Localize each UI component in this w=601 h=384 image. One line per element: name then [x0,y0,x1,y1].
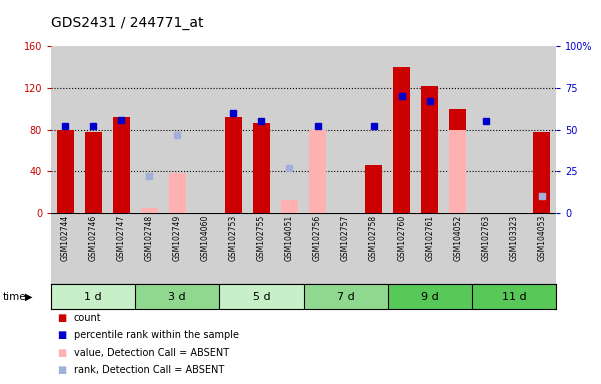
Text: 9 d: 9 d [421,291,439,302]
Bar [219,213,248,284]
Text: 1 d: 1 d [84,291,102,302]
Text: 3 d: 3 d [168,291,186,302]
Text: GSM102760: GSM102760 [397,215,406,261]
Bar [51,284,135,309]
Text: GSM102758: GSM102758 [369,215,378,261]
Bar [304,284,388,309]
Bar [163,46,191,213]
Bar [135,213,163,284]
Text: GSM102744: GSM102744 [61,215,70,261]
Bar [304,213,332,284]
Bar [332,213,359,284]
Text: GSM104051: GSM104051 [285,215,294,261]
Bar [500,46,528,213]
Text: GSM102755: GSM102755 [257,215,266,261]
Bar [388,213,416,284]
Bar [275,46,304,213]
Bar [275,213,304,284]
Text: 11 d: 11 d [502,291,526,302]
Bar [191,46,219,213]
Bar [79,213,107,284]
Bar [141,208,157,213]
Bar [281,200,298,213]
Bar [248,46,275,213]
Text: percentile rank within the sample: percentile rank within the sample [74,330,239,340]
Text: value, Detection Call = ABSENT: value, Detection Call = ABSENT [74,348,229,358]
Text: GSM102757: GSM102757 [341,215,350,261]
Text: GSM102756: GSM102756 [313,215,322,261]
Bar [444,46,472,213]
Text: GSM102753: GSM102753 [229,215,238,261]
Bar [472,46,500,213]
Text: GDS2431 / 244771_at: GDS2431 / 244771_at [51,16,204,30]
Text: GSM104053: GSM104053 [537,215,546,261]
Bar [163,213,191,284]
Text: GSM102761: GSM102761 [426,215,434,261]
Text: GSM103323: GSM103323 [510,215,518,261]
Bar [85,132,102,213]
Text: GSM102747: GSM102747 [117,215,126,261]
Bar [359,213,388,284]
Bar [393,67,410,213]
Text: GSM102746: GSM102746 [89,215,97,261]
Bar [444,213,472,284]
Bar [421,86,438,213]
Bar [169,174,186,213]
Bar [534,132,551,213]
Text: ■: ■ [57,348,66,358]
Text: ■: ■ [57,365,66,375]
Bar [135,284,219,309]
Text: GSM102748: GSM102748 [145,215,154,261]
Bar [113,117,130,213]
Bar [79,46,107,213]
Text: 5 d: 5 d [252,291,270,302]
Text: GSM104060: GSM104060 [201,215,210,261]
Bar [416,213,444,284]
Bar [472,284,556,309]
Bar [450,129,466,213]
Bar [359,46,388,213]
Bar [107,46,135,213]
Text: ▶: ▶ [25,291,32,302]
Bar [309,129,326,213]
Text: ■: ■ [57,330,66,340]
Bar [388,46,416,213]
Bar [416,46,444,213]
Text: GSM104052: GSM104052 [453,215,462,261]
Text: ■: ■ [57,313,66,323]
Text: GSM102763: GSM102763 [481,215,490,261]
Bar [500,213,528,284]
Bar [388,284,472,309]
Bar [253,123,270,213]
Bar [248,213,275,284]
Bar [450,109,466,213]
Bar [51,213,79,284]
Bar [365,165,382,213]
Bar [51,46,79,213]
Text: GSM102749: GSM102749 [173,215,182,261]
Text: time: time [3,291,26,302]
Bar [56,129,73,213]
Bar [304,46,332,213]
Bar [528,46,556,213]
Bar [135,46,163,213]
Bar [472,213,500,284]
Bar [332,46,359,213]
Text: rank, Detection Call = ABSENT: rank, Detection Call = ABSENT [74,365,224,375]
Bar [528,213,556,284]
Bar [219,284,304,309]
Bar [191,213,219,284]
Text: 7 d: 7 d [337,291,355,302]
Text: count: count [74,313,102,323]
Bar [107,213,135,284]
Bar [225,117,242,213]
Bar [219,46,248,213]
